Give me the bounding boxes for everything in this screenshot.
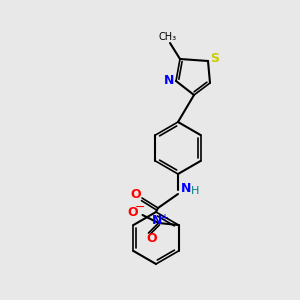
Text: H: H: [191, 186, 199, 196]
Text: CH₃: CH₃: [159, 32, 177, 42]
Text: N: N: [164, 74, 174, 88]
Text: O: O: [131, 188, 141, 200]
Text: S: S: [211, 52, 220, 65]
Text: N: N: [181, 182, 191, 196]
Text: N: N: [152, 214, 163, 227]
Text: −: −: [134, 200, 145, 214]
Text: +: +: [160, 213, 169, 223]
Text: O: O: [127, 206, 138, 218]
Text: O: O: [146, 232, 157, 244]
